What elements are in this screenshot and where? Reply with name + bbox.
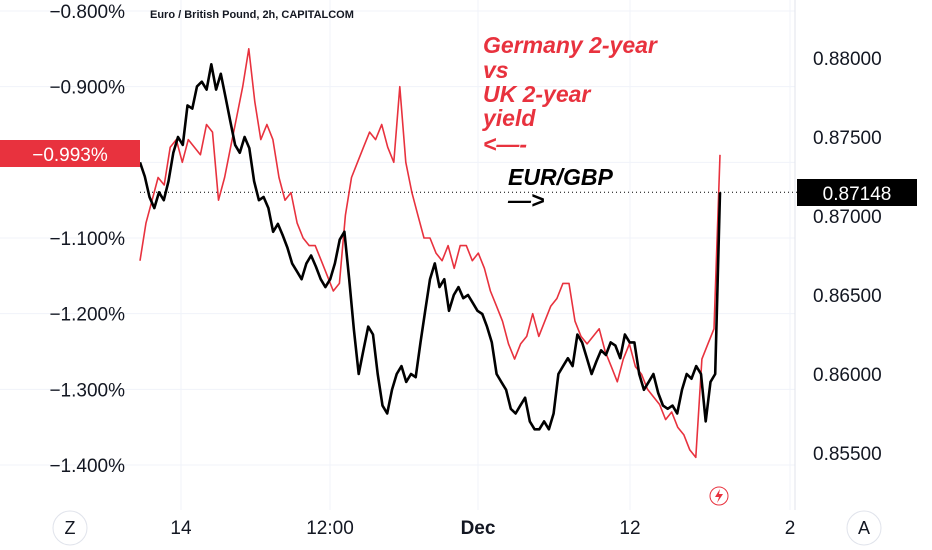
lightning-icon[interactable] (709, 486, 729, 506)
right-tick-label: 0.88000 (813, 49, 882, 70)
right-axis: 0.88000 0.87500 0.87000 0.86500 0.86000 0.855… (813, 49, 882, 465)
right-current-badge: 0.87148 (797, 179, 917, 206)
right-current-label: 0.87148 (823, 184, 892, 205)
x-tick-label: 12:00 (306, 518, 354, 539)
a-button[interactable]: A (846, 510, 882, 546)
x-tick-label: 12 (619, 518, 640, 539)
annotation-red-line-1: Germany 2-year (483, 32, 658, 58)
right-tick-label: 0.87500 (813, 128, 882, 149)
left-tick-label: −1.100% (49, 229, 125, 250)
annotation-eurgbp: EUR/GBP —> (507, 164, 613, 213)
x-tick-label: 2 (785, 518, 796, 539)
left-tick-label: −0.800% (49, 2, 125, 23)
annotation-black-line-1: EUR/GBP (508, 164, 613, 190)
left-tick-label: −1.300% (49, 380, 125, 401)
z-button[interactable]: Z (52, 510, 88, 546)
annotation-black-line-2: —> (507, 187, 544, 213)
x-axis: 14 12:00 Dec 12 2 (170, 518, 795, 539)
chart-title: Euro / British Pound, 2h, CAPITALCOM (150, 9, 354, 21)
left-axis: −0.800% −0.900% −1.100% −1.200% −1.300% −1.40… (49, 2, 125, 477)
left-current-badge: −0.993% (0, 140, 140, 167)
right-tick-label: 0.85500 (813, 444, 882, 465)
annotation-red-line-5: <—- (483, 131, 527, 157)
right-tick-label: 0.86500 (813, 286, 882, 307)
right-tick-label: 0.86000 (813, 365, 882, 386)
annotation-red-line-4: yield (482, 105, 536, 131)
z-button-label: Z (65, 518, 76, 538)
a-button-label: A (858, 518, 870, 538)
annotation-red-line-2: vs (483, 57, 509, 83)
eurgbp-line (138, 63, 722, 431)
left-current-label: −0.993% (32, 145, 108, 166)
left-tick-label: −0.900% (49, 78, 125, 99)
x-tick-label: 14 (170, 518, 192, 539)
right-tick-label: 0.87000 (813, 207, 882, 228)
yield-spread-line (139, 48, 721, 459)
annotation-red-line-3: UK 2-year (483, 81, 591, 107)
left-tick-label: −1.400% (49, 456, 125, 477)
annotation-yield: Germany 2-year vs UK 2-year yield <—- (482, 32, 658, 157)
grid (0, 0, 795, 510)
x-tick-label: Dec (461, 518, 496, 539)
left-tick-label: −1.200% (49, 305, 125, 326)
